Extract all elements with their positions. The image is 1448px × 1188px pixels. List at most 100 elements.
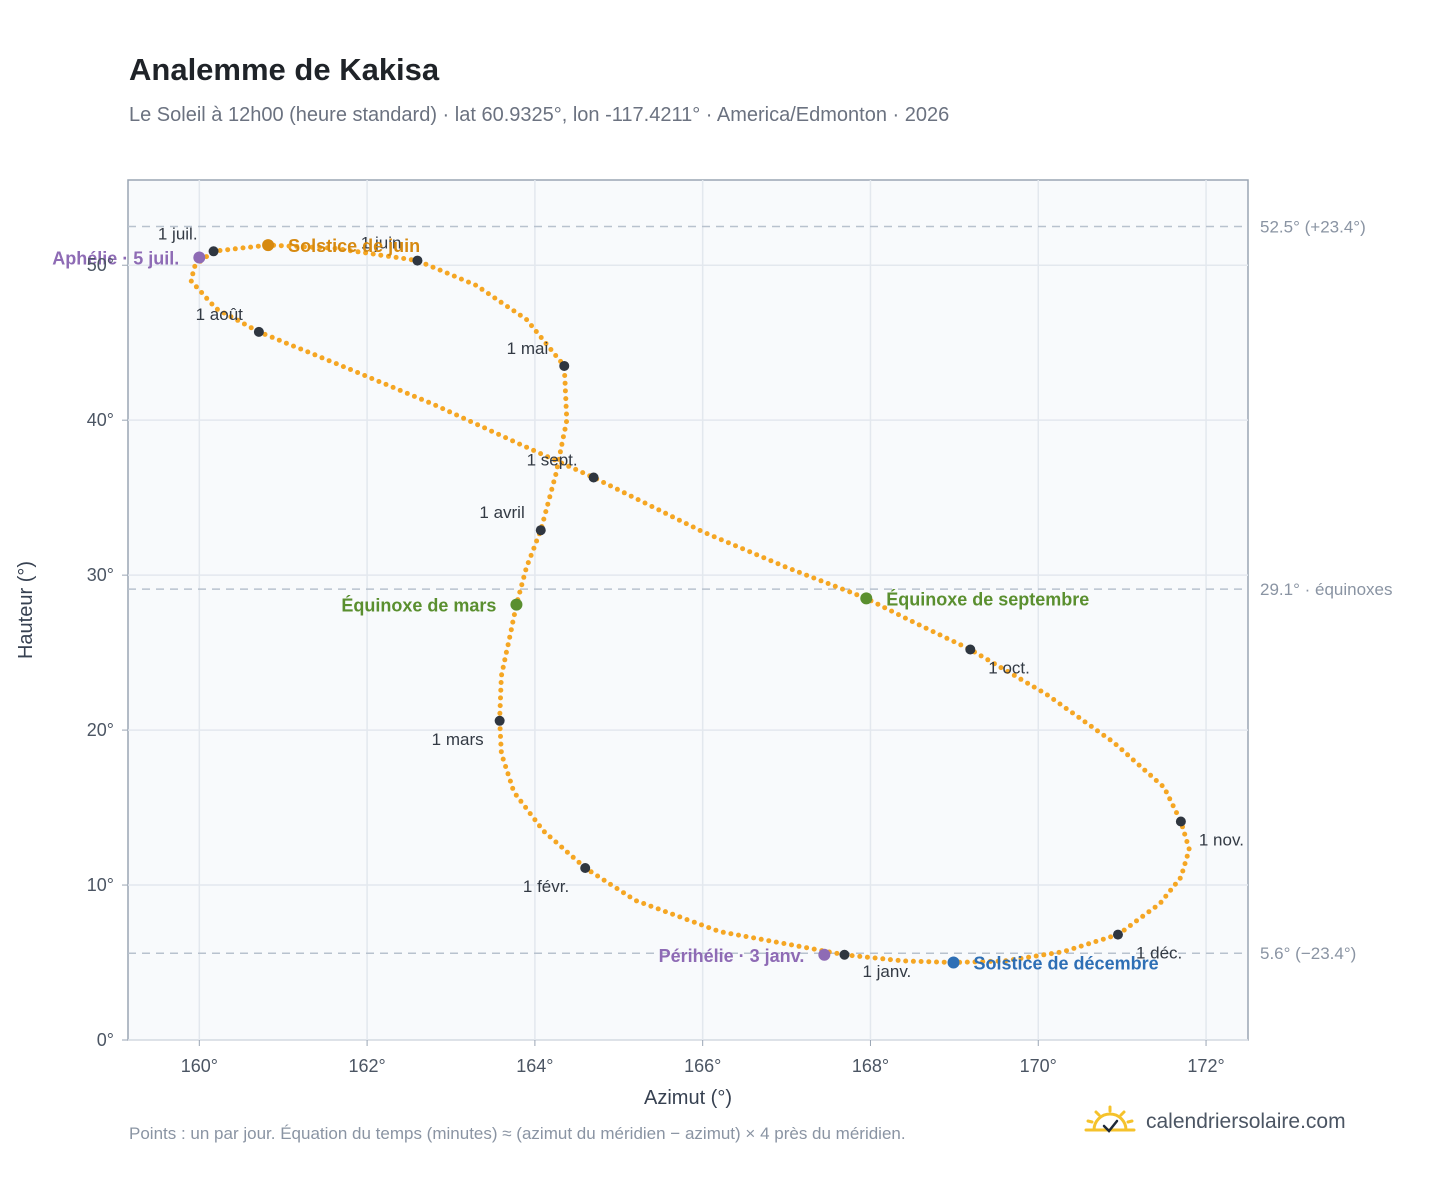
daily-sun-point [562,388,568,394]
daily-sun-point [1184,853,1190,859]
daily-sun-point [204,295,210,301]
daily-sun-point [754,552,760,558]
daily-sun-point [538,451,544,457]
month-marker [588,472,599,483]
daily-sun-point [1025,680,1031,686]
daily-sun-point [317,245,323,250]
daily-sun-point [1142,767,1148,773]
daily-sun-point [444,270,450,276]
daily-sun-point [562,373,568,378]
daily-sun-point [221,310,227,316]
daily-sun-point [545,454,551,460]
daily-sun-point [363,250,369,256]
daily-sun-point [699,922,704,928]
daily-sun-point [1167,796,1173,802]
daily-sun-point [240,245,246,251]
daily-sun-point [541,516,547,522]
daily-sun-point [1177,875,1183,881]
daily-sun-point [340,364,346,370]
daily-sun-point [562,380,568,386]
daily-sun-point [1086,941,1092,947]
event-marker [262,239,275,252]
daily-sun-point [641,901,647,906]
daily-sun-point [547,494,553,500]
daily-sun-point [747,549,753,555]
daily-sun-point [447,409,453,415]
daily-sun-point [286,243,292,249]
daily-sun-point [511,612,517,618]
daily-sun-point [875,601,881,607]
daily-sun-point [549,486,555,492]
daily-sun-point [1005,669,1011,674]
reference-lines: 52.5° (+23.4°) 29.1° · équinoxes 5.6° (−23… [128,217,1393,963]
daily-sun-point [1051,697,1057,702]
daily-sun-point [902,615,908,621]
event-markers: Solstice de juin Équinoxe de mars Équinoxe… [52,236,1158,973]
daily-sun-point [325,245,330,251]
daily-sun-point [840,586,845,592]
daily-sun-point [541,829,547,835]
daily-sun-point [1071,945,1077,951]
footnote: Points : un par jour. Équation du temps … [129,1124,906,1143]
daily-sun-point [573,466,579,472]
daily-sun-point [248,325,254,331]
month-label: 1 oct. [988,659,1030,678]
daily-sun-point [1093,939,1099,944]
daily-sun-point [621,490,627,496]
daily-sun-point [508,627,514,633]
daily-sun-point [775,561,781,567]
y-tick-label: 0° [97,1030,114,1050]
daily-sun-point [662,909,668,915]
daily-sun-point [523,567,529,573]
daily-sun-point [1182,831,1188,837]
daily-sun-point [294,243,300,249]
daily-sun-point [964,959,970,965]
daily-sun-point [531,545,537,551]
daily-sun-point [864,954,870,960]
daily-sun-point [510,785,516,791]
month-label: 1 avril [479,503,524,522]
daily-sun-point [1153,778,1159,783]
daily-sun-point [507,778,513,784]
daily-sun-point [1003,958,1009,964]
daily-sun-point [614,486,620,492]
daily-sun-point [505,304,510,310]
daily-sun-point [489,428,495,434]
daily-sun-point [1041,952,1047,958]
month-marker [559,360,570,371]
daily-sun-point [283,340,289,346]
daily-sun-point [475,422,481,428]
daily-sun-point [564,849,570,855]
daily-sun-point [1184,839,1190,844]
daily-sun-point [691,919,697,925]
daily-sun-point [1134,918,1139,924]
daily-sun-point [676,517,682,523]
daily-sun-point [503,764,509,769]
daily-sun-point [635,497,641,503]
daily-sun-point [1082,719,1088,725]
daily-sun-point [1174,810,1179,816]
daily-sun-point [1057,701,1063,707]
month-marker [253,326,264,337]
daily-sun-point [576,859,582,865]
daily-sun-point [1182,861,1188,867]
daily-sun-point [496,431,502,437]
daily-sun-point [498,749,504,755]
daily-sun-point [789,942,794,948]
daily-sun-point [677,914,683,920]
event-marker [510,598,523,611]
daily-sun-point [758,936,764,942]
daily-sun-point [498,741,504,747]
month-label: 1 sept. [527,451,578,470]
daily-sun-point [733,543,738,549]
daily-sun-point [552,457,558,463]
daily-sun-point [725,540,731,546]
daily-sun-point [326,358,332,364]
daily-sun-point [545,501,551,507]
daily-sun-point [1159,783,1165,789]
daily-sun-point [543,341,549,346]
brand[interactable]: calendriersolaire.com [1082,1104,1346,1140]
month-label: 1 nov. [1199,831,1244,850]
daily-sun-point [857,953,863,959]
daily-sun-point [944,635,950,641]
